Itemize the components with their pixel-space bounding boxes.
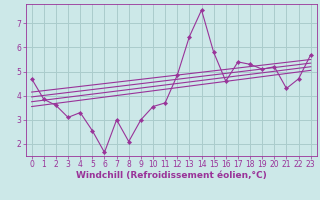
- X-axis label: Windchill (Refroidissement éolien,°C): Windchill (Refroidissement éolien,°C): [76, 171, 267, 180]
